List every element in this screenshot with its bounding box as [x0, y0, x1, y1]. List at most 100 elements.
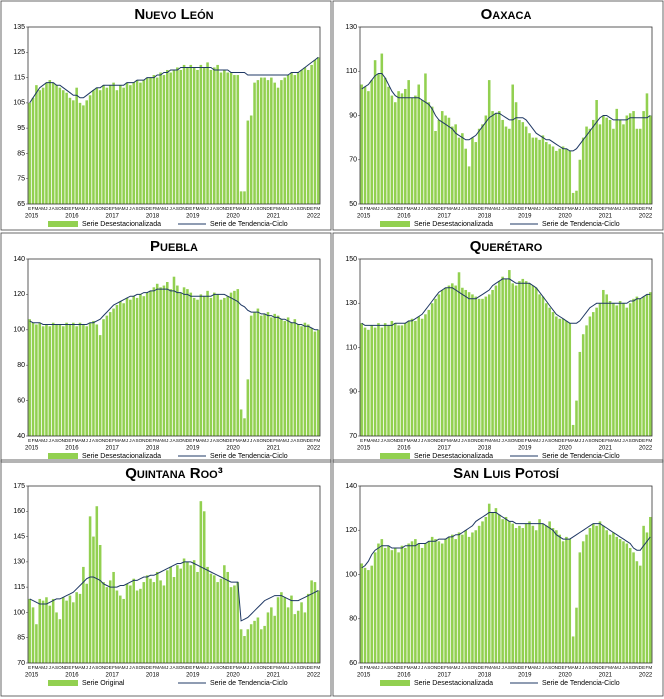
x-tick-label: M [487, 438, 491, 443]
bar [98, 90, 102, 204]
bar [226, 571, 229, 663]
x-tick-label: J [582, 665, 584, 670]
x-tick-label: M [122, 665, 126, 670]
x-tick-label: A [253, 206, 257, 211]
year-label: 2022 [307, 446, 321, 452]
bar [82, 324, 85, 436]
x-tick-label: S [508, 438, 511, 443]
bar [286, 75, 290, 205]
year-label: 2015 [25, 214, 39, 220]
x-tick-label: J [542, 206, 544, 211]
x-tick-label: S [256, 438, 259, 443]
x-tick-label: A [92, 438, 96, 443]
bar [628, 547, 632, 663]
bar [139, 588, 142, 663]
x-tick-label: M [283, 438, 287, 443]
bar [293, 75, 297, 205]
x-tick-label: M [648, 206, 652, 211]
x-tick-label: E [562, 665, 565, 670]
x-tick-label: F [484, 665, 487, 670]
legend-label: Serie de Tendencia-Ciclo [542, 680, 620, 687]
x-tick-label: S [387, 665, 390, 670]
y-tick-label: 130 [345, 24, 357, 31]
bar [494, 113, 498, 204]
x-tick-label: O [430, 665, 434, 670]
bar [179, 568, 182, 663]
x-tick-label: A [572, 665, 576, 670]
year-label: 2015 [357, 446, 371, 452]
bar [571, 636, 575, 663]
x-tick-label: S [297, 438, 300, 443]
x-tick-label: M [243, 438, 247, 443]
bar [72, 322, 75, 436]
x-tick-label: O [430, 438, 434, 443]
trend-line [361, 512, 651, 569]
bar [481, 521, 484, 663]
x-tick-label: E [109, 665, 112, 670]
bar [253, 312, 256, 436]
x-tick-label: D [145, 438, 149, 443]
x-tick-label: O [430, 206, 434, 211]
bar [102, 582, 105, 663]
bar [367, 329, 370, 436]
bar [28, 319, 31, 436]
x-tick-label: A [159, 438, 163, 443]
x-tick-label: A [531, 665, 535, 670]
x-tick-label: J [126, 665, 128, 670]
x-tick-label: F [444, 438, 447, 443]
y-tick-label: 135 [13, 24, 25, 31]
bar [367, 570, 370, 663]
bar [477, 298, 481, 436]
x-tick-label: M [41, 438, 45, 443]
bar [155, 571, 159, 663]
x-tick-label: O [591, 665, 595, 670]
bar [414, 95, 417, 204]
bar [129, 585, 132, 663]
x-tick-label: F [233, 438, 236, 443]
x-tick-label: E [109, 438, 112, 443]
legend-label: Serie Original [82, 680, 125, 687]
bar [615, 108, 619, 204]
bar [176, 285, 179, 436]
x-tick-label: F [273, 206, 276, 211]
bar [75, 592, 78, 663]
x-tick-label: A [451, 438, 455, 443]
bar [380, 53, 384, 204]
bar [290, 595, 293, 663]
bar [591, 523, 595, 663]
bar [434, 539, 437, 663]
x-tick-label: O [511, 206, 515, 211]
bar [595, 100, 598, 204]
x-tick-label: J [169, 665, 171, 670]
x-tick-label: S [256, 665, 259, 670]
bar [216, 64, 219, 204]
x-tick-label: O [300, 438, 304, 443]
bar [243, 191, 246, 204]
bar [588, 316, 592, 436]
x-tick-label: A [172, 206, 176, 211]
bar [145, 77, 149, 204]
bar [474, 296, 478, 436]
bar [387, 545, 390, 663]
x-tick-label: A [78, 206, 82, 211]
x-tick-label: F [364, 206, 367, 211]
y-tick-label: 110 [346, 344, 357, 351]
y-tick-label: 110 [346, 68, 357, 75]
x-tick-label: M [373, 206, 377, 211]
x-tick-label: E [310, 665, 313, 670]
x-tick-label: A [504, 665, 508, 670]
panel-title: Nuevo León [134, 6, 213, 23]
bar [598, 303, 602, 436]
x-tick-label: J [458, 438, 460, 443]
x-tick-label: D [639, 206, 643, 211]
bar [196, 571, 199, 663]
bar [303, 612, 307, 663]
x-tick-label: M [494, 438, 498, 443]
x-tick-label: D [477, 438, 481, 443]
bar [501, 276, 504, 436]
bar [115, 590, 119, 663]
year-label: 2019 [186, 214, 200, 220]
year-label: 2017 [438, 673, 452, 679]
x-tick-label: M [276, 206, 280, 211]
bar [397, 552, 400, 663]
